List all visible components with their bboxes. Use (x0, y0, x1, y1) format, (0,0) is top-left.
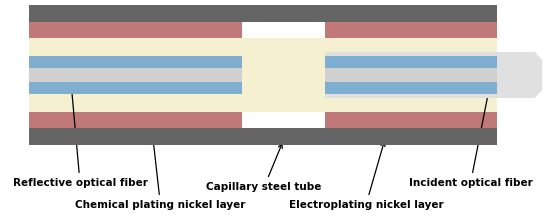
Polygon shape (29, 22, 242, 128)
Polygon shape (325, 128, 349, 145)
Polygon shape (242, 22, 325, 128)
Polygon shape (325, 68, 497, 82)
Polygon shape (29, 82, 242, 94)
Polygon shape (29, 128, 497, 145)
Text: Capillary steel tube: Capillary steel tube (206, 144, 322, 192)
Polygon shape (325, 54, 502, 96)
Polygon shape (325, 5, 349, 22)
Polygon shape (29, 5, 497, 22)
Polygon shape (325, 112, 349, 128)
Polygon shape (29, 112, 242, 128)
Polygon shape (325, 112, 497, 128)
Polygon shape (29, 5, 497, 145)
Polygon shape (325, 22, 497, 128)
Polygon shape (218, 22, 242, 38)
Polygon shape (325, 56, 497, 68)
Polygon shape (325, 56, 497, 68)
Text: Chemical plating nickel layer: Chemical plating nickel layer (75, 140, 246, 210)
Polygon shape (218, 128, 242, 145)
Polygon shape (325, 82, 497, 94)
Text: Incident optical fiber: Incident optical fiber (409, 79, 532, 188)
Polygon shape (29, 56, 242, 68)
Polygon shape (242, 38, 325, 112)
Polygon shape (218, 112, 242, 128)
Polygon shape (325, 82, 497, 94)
Polygon shape (218, 5, 242, 22)
Polygon shape (325, 22, 497, 38)
Polygon shape (29, 68, 242, 82)
Polygon shape (325, 22, 349, 38)
Polygon shape (492, 52, 542, 98)
Polygon shape (325, 52, 497, 98)
Polygon shape (325, 68, 497, 82)
Polygon shape (29, 22, 242, 38)
Text: Electroplating nickel layer: Electroplating nickel layer (289, 142, 443, 210)
Text: Reflective optical fiber: Reflective optical fiber (13, 79, 147, 188)
